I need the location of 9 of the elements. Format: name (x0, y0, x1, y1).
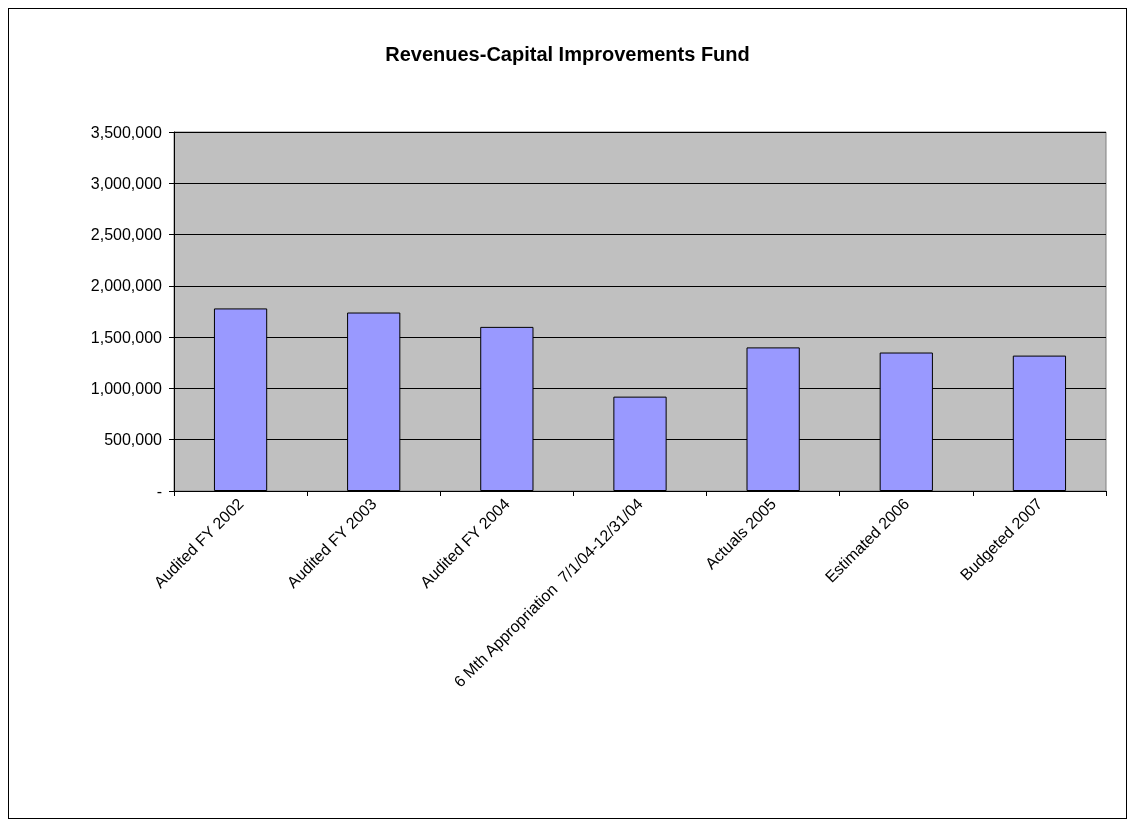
y-tick-label: - (156, 482, 162, 500)
y-tick-label: 500,000 (104, 431, 163, 449)
y-tick-label: 2,000,000 (90, 277, 163, 295)
chart-title: Revenues-Capital Improvements Fund (385, 43, 750, 65)
y-tick-label: 3,000,000 (90, 174, 163, 192)
y-tick-label: 3,500,000 (90, 123, 163, 141)
y-tick-label: 1,000,000 (90, 379, 163, 397)
y-tick-label: 2,500,000 (90, 226, 163, 244)
y-tick-label: 1,500,000 (90, 328, 163, 346)
